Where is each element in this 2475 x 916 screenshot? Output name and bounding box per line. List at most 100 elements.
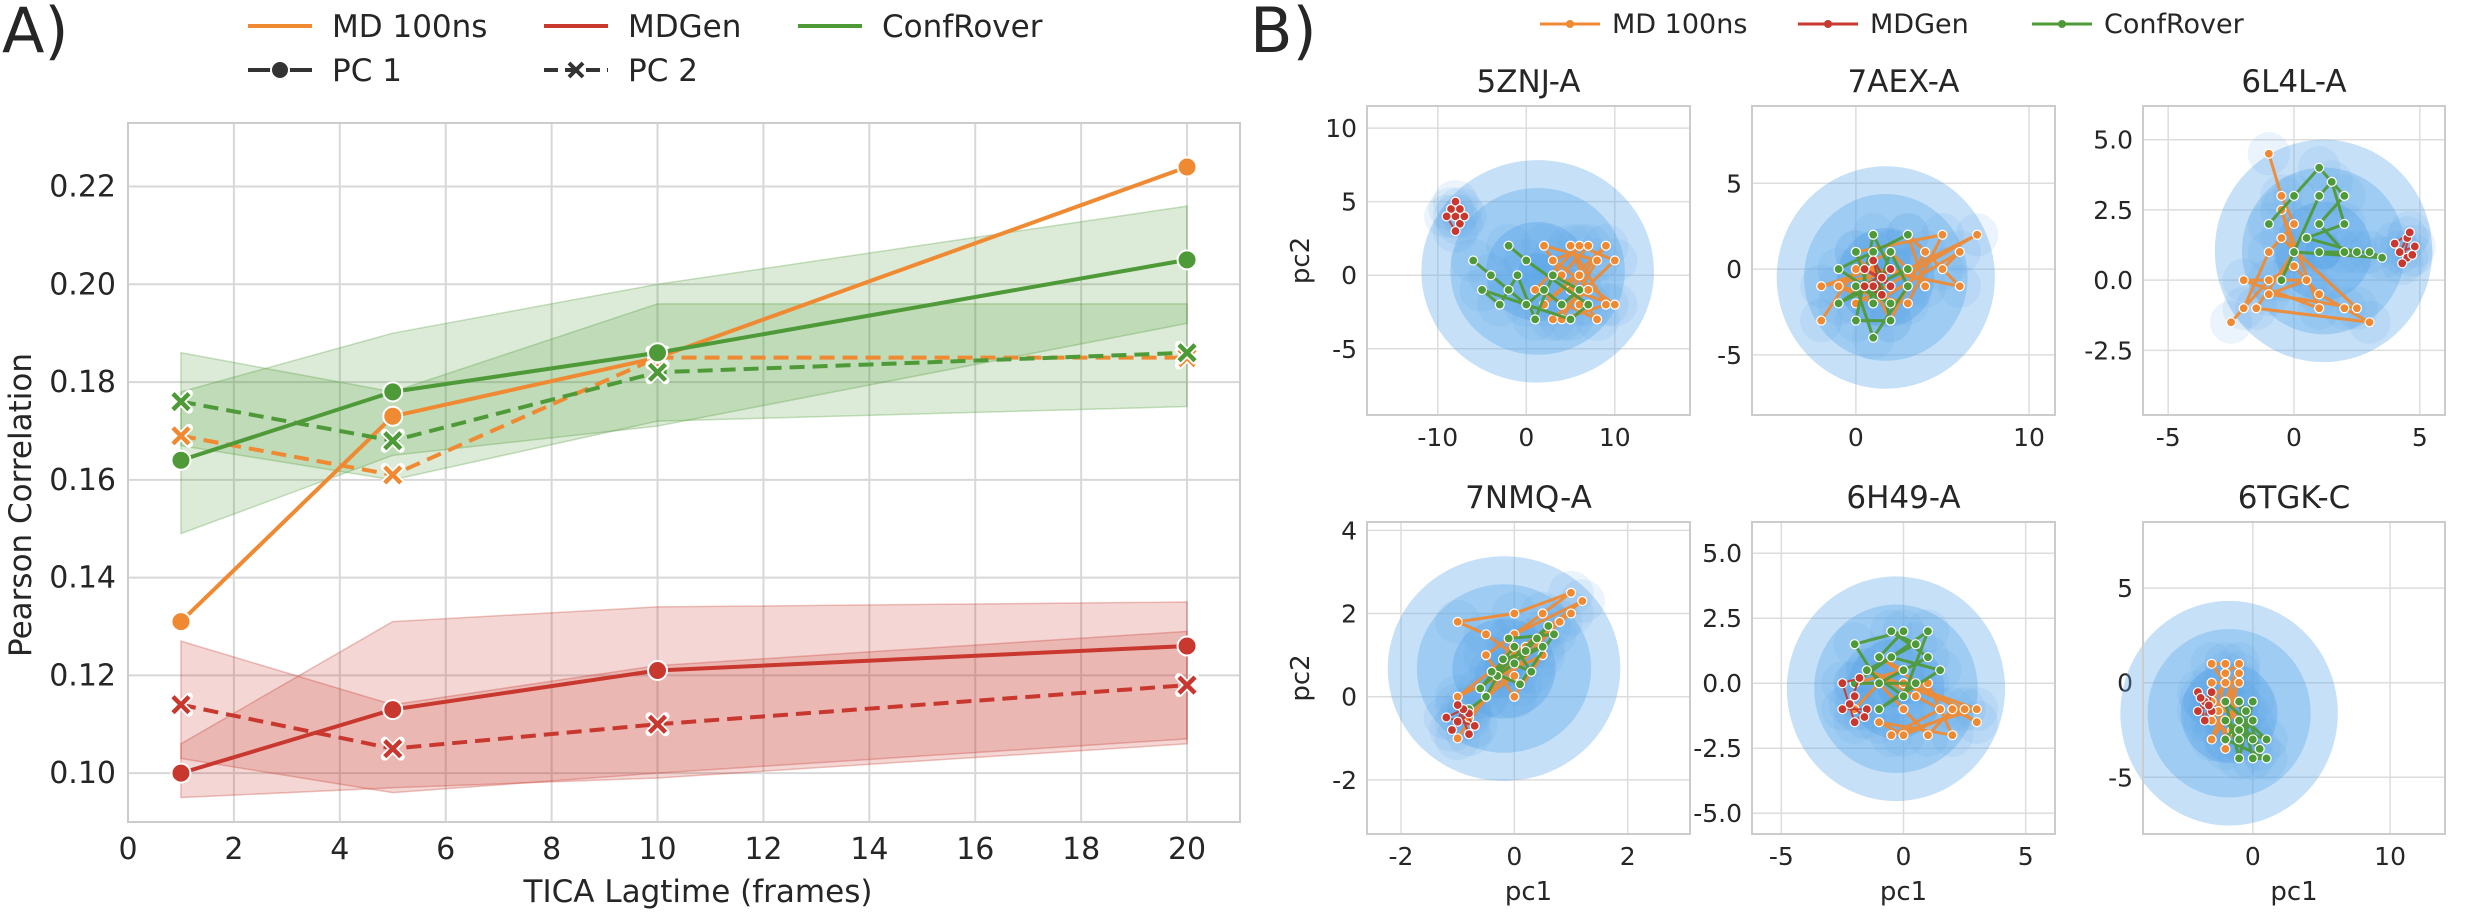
- subplot-5znj-a: -10 0 10 -5 0 5 10 5ZNJ-A pc2: [1286, 64, 1691, 452]
- panel-a-ytick-label: 0.16: [49, 463, 116, 498]
- data-point-mdgen-pc1: [647, 659, 669, 681]
- trajectory-point-confrover: [1468, 255, 1479, 266]
- trajectory-point-mdgen: [2192, 705, 2204, 717]
- subplot-ytick-label: 5: [1726, 169, 1742, 198]
- trajectory-point-md: [2206, 658, 2217, 669]
- data-point-md-100ns-pc2: [168, 423, 193, 448]
- density-contours: [1421, 160, 1654, 383]
- trajectory-point-md: [1922, 730, 1934, 741]
- subplot-xtick-label: 0: [1518, 423, 1534, 452]
- trajectory-point-confrover: [1494, 299, 1505, 310]
- legend-pc2-label: PC 2: [628, 53, 698, 89]
- subplot-ytick-label: 0: [1341, 261, 1357, 290]
- trajectory-point-confrover: [1538, 284, 1550, 296]
- subplot-title: 6L4L-A: [2241, 64, 2346, 100]
- trajectory-point-confrover: [1873, 678, 1885, 689]
- panel-a-xtick-label: 0: [118, 832, 137, 867]
- subplot-7nmq-a: -2 0 2 -2 0 2 4 7NMQ-A pc1 pc2: [1286, 480, 1691, 907]
- subplot-ytick-label: 2.5: [2093, 196, 2133, 225]
- panel-b-plots: -10 0 10 -5 0 5 10 5ZNJ-A pc2 0 10 -5 0 5 7AEX-A -5 0 5 -2…: [1286, 64, 2446, 907]
- legend-md-label: MD 100ns: [332, 9, 487, 45]
- trajectory-point-md: [1577, 595, 1588, 607]
- trajectory-md: [2229, 153, 2371, 324]
- trajectory-point-confrover: [2288, 190, 2300, 201]
- trajectory-point-md: [2314, 289, 2325, 300]
- subplot-ytick-label: -2.5: [2084, 336, 2133, 365]
- trajectory-point-md: [2238, 275, 2249, 286]
- trajectory-point-md: [1937, 229, 1948, 240]
- panel-a-legend: MD 100ns MDGen ConfRover PC 1 PC 2: [248, 9, 1043, 89]
- panel-a-xtick-label: 14: [850, 832, 888, 867]
- trajectory-point-confrover: [1910, 678, 1921, 689]
- trajectory-point-confrover: [1583, 299, 1594, 310]
- trajectory-point-confrover: [1476, 284, 1488, 296]
- subplot-xtick-label: -5: [2156, 423, 2181, 452]
- subplot-xlabel: pc1: [1505, 877, 1552, 907]
- legend-b-md-label: MD 100ns: [1612, 9, 1747, 40]
- panel-a-ylabel: Pearson Correlation: [3, 353, 39, 657]
- panel-a-ytick-label: 0.18: [49, 365, 116, 400]
- trajectory-point-md: [2206, 677, 2217, 688]
- trajectory-point-confrover: [1873, 704, 1885, 715]
- subplot-frame: [1366, 521, 1691, 835]
- panel-a-background: [128, 123, 1240, 822]
- trajectory-point-confrover: [1849, 639, 1860, 650]
- trajectory-point-confrover: [2247, 715, 2258, 726]
- trajectory-point-confrover: [2301, 232, 2312, 244]
- trajectory-point-mdgen: [2389, 238, 2400, 249]
- trajectory-point-confrover: [1850, 246, 1861, 258]
- x-marker: [647, 714, 668, 734]
- trajectory-point-md: [2276, 190, 2287, 201]
- data-point-mdgen-pc2: [168, 692, 193, 717]
- subplot-ytick-label: -5.0: [1693, 799, 1742, 828]
- trajectory-point-mdgen: [1837, 704, 1848, 715]
- trajectory-point-confrover: [2233, 696, 2245, 707]
- trajectory-point-mdgen: [1469, 720, 1480, 731]
- trajectory-point-confrover: [2261, 734, 2272, 745]
- trajectory-point-confrover: [1922, 652, 1934, 663]
- subplot-xtick-label: 0: [1848, 423, 1864, 452]
- subplot-ytick-label: 10: [1325, 114, 1357, 143]
- trajectory-point-confrover: [1885, 315, 1896, 326]
- subplot-background: [2143, 522, 2445, 834]
- panel-a-xtick-label: 4: [330, 832, 349, 867]
- trajectory-point-mdgen: [2203, 700, 2214, 711]
- trajectory-point-confrover: [1503, 240, 1514, 251]
- subplot-background: [1752, 106, 2055, 415]
- data-point-confrover-pc2: [1175, 340, 1200, 365]
- subplot-ytick-label: 0.0: [1702, 669, 1742, 698]
- trajectory-point-confrover: [2233, 753, 2245, 764]
- subplot-ytick-label: 0.0: [2093, 266, 2133, 295]
- trajectory-point-mdgen: [1849, 717, 1860, 728]
- band-confrover-pc2: [180, 303, 1188, 481]
- trajectory-point-confrover: [1531, 633, 1543, 644]
- trajectory-point-confrover: [1574, 284, 1585, 296]
- trajectory-point-md: [1583, 284, 1594, 296]
- trajectory-point-md: [2263, 289, 2274, 300]
- trajectory-point-mdgen: [1876, 289, 1887, 300]
- data-point-md-100ns-pc1: [1176, 156, 1198, 178]
- trajectory-point-confrover: [2254, 743, 2265, 755]
- trajectory-point-mdgen: [1885, 263, 1896, 275]
- trajectory-point-md: [2225, 317, 2237, 328]
- trajectory-point-confrover: [2351, 246, 2363, 258]
- trajectory-point-md: [1547, 314, 1558, 325]
- trajectory-point-mdgen: [1459, 211, 1470, 222]
- trajectory-point-confrover: [1886, 652, 1897, 663]
- subplot-title: 6TGK-C: [2238, 480, 2351, 516]
- panel-b-label: B): [1250, 0, 1317, 67]
- trajectory-point-mdgen: [1849, 691, 1860, 702]
- trajectory-point-confrover: [1521, 299, 1532, 310]
- data-point-confrover-pc2: [645, 360, 670, 385]
- trajectory-point-md: [1537, 608, 1548, 619]
- legend-pc1-label: PC 1: [332, 53, 402, 89]
- subplot-frame: [2142, 105, 2446, 416]
- trajectory-point-confrover: [1910, 639, 1921, 650]
- trajectory-point-confrover: [2339, 246, 2350, 258]
- trajectory-point-mdgen: [1859, 711, 1870, 723]
- trajectory-point-confrover: [1537, 641, 1548, 652]
- trajectory-point-confrover: [1497, 654, 1509, 665]
- subplot-ytick-label: 5.0: [2093, 126, 2133, 155]
- trajectory-point-confrover: [1530, 314, 1541, 325]
- trajectory-point-confrover: [1885, 298, 1896, 309]
